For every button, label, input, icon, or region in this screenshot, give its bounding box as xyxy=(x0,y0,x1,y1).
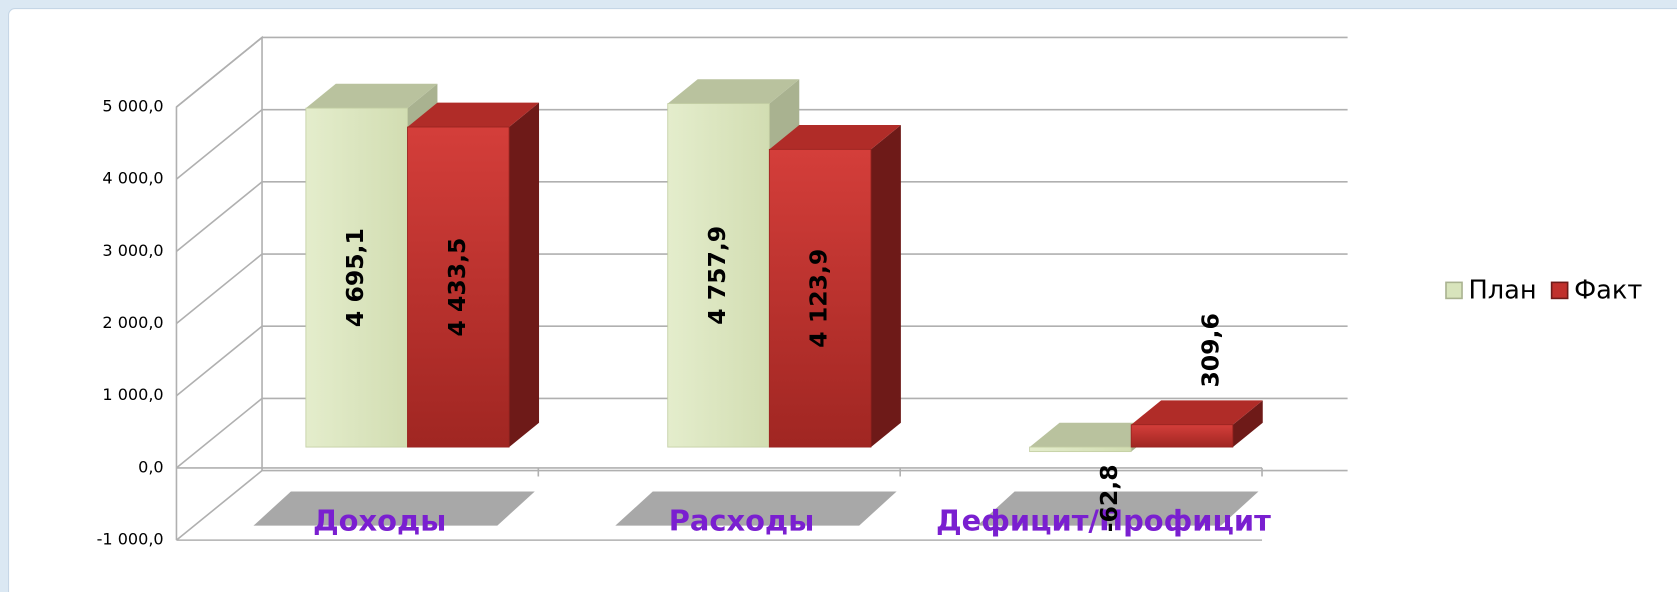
y-tick-label: 0,0 xyxy=(138,457,164,476)
value-label: 4 695,1 xyxy=(341,228,369,327)
bar-top xyxy=(1131,400,1263,425)
label-shadow xyxy=(253,491,535,526)
y-tick-label: 5 000,0 xyxy=(102,96,163,115)
legend-swatch xyxy=(1550,281,1569,300)
value-label: -62,8 xyxy=(1095,464,1123,532)
grid-line xyxy=(175,397,1348,469)
value-label: 309,6 xyxy=(1196,313,1224,387)
bar-top xyxy=(305,83,438,109)
grid-line xyxy=(175,325,1348,397)
bar-front xyxy=(768,148,872,448)
value-label: 4 433,5 xyxy=(443,238,471,337)
bar-side xyxy=(1232,400,1263,448)
y-tick-label: 2 000,0 xyxy=(102,313,163,332)
bar-front xyxy=(1029,446,1132,453)
bar-side xyxy=(509,102,540,448)
bar xyxy=(1130,400,1263,448)
value-label: 4 123,9 xyxy=(805,249,833,348)
y-tick-label: 4 000,0 xyxy=(102,169,163,188)
grid-line xyxy=(175,181,1348,252)
legend-label: Факт xyxy=(1574,275,1642,305)
bar-front xyxy=(305,107,408,448)
grid-line xyxy=(175,253,1348,325)
grid-line xyxy=(175,108,1348,180)
x-tick-label: Дефицит/Профицит xyxy=(936,503,1271,537)
bar-front xyxy=(407,126,510,448)
grid-line xyxy=(175,36,1348,108)
y-tick-label: -1 000,0 xyxy=(97,530,164,549)
bar-top xyxy=(407,102,540,128)
y-tick-label: 1 000,0 xyxy=(102,385,163,404)
y-tick-label: 3 000,0 xyxy=(102,241,163,260)
bar-top xyxy=(667,79,800,104)
bar xyxy=(407,102,540,448)
bar xyxy=(768,125,901,448)
value-label: 4 757,9 xyxy=(703,226,731,325)
label-shadow xyxy=(615,491,897,526)
legend-swatch xyxy=(1445,281,1463,300)
bar-side xyxy=(870,125,901,448)
bar-top xyxy=(769,125,901,150)
bar-top xyxy=(1029,422,1162,448)
x-tick-label: Расходы xyxy=(669,503,815,537)
legend-label: План xyxy=(1468,275,1536,305)
x-tick-label: Доходы xyxy=(313,503,446,537)
label-shadow xyxy=(977,491,1259,526)
grid-line xyxy=(175,469,1348,541)
bar-front xyxy=(1130,424,1234,448)
